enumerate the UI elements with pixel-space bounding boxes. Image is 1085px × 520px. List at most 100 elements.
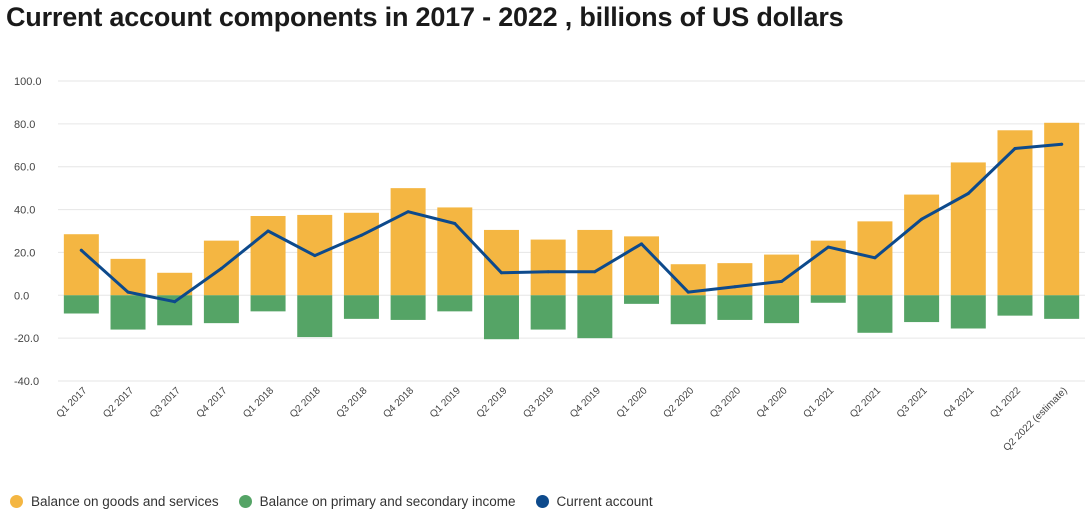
bar-primary-secondary-income: [250, 295, 286, 312]
bar-primary-secondary-income: [343, 295, 379, 319]
current-account-point: [359, 233, 363, 237]
bar-primary-secondary-income: [717, 295, 753, 320]
current-account-point: [966, 192, 970, 195]
bar-primary-secondary-income: [63, 295, 99, 314]
bar-primary-secondary-income: [810, 295, 846, 303]
bar-goods-services: [157, 272, 193, 296]
bar-goods-services: [717, 263, 753, 296]
x-tick-label: Q2 2017: [101, 385, 136, 420]
bar-goods-services: [577, 229, 613, 296]
bar-goods-services: [624, 236, 660, 296]
current-account-point: [826, 245, 830, 249]
bar-goods-services: [764, 254, 800, 296]
x-tick-label: Q1 2019: [428, 385, 463, 420]
y-tick-label: 80.0: [14, 119, 35, 131]
current-account-point: [873, 256, 877, 260]
x-tick-label: Q4 2018: [381, 385, 416, 420]
y-axis-tick-labels: 100.0 80.0 60.0 40.0 20.0 0.0 -20.0 -40.0: [14, 76, 42, 388]
bar-goods-services: [530, 239, 566, 296]
current-account-point: [219, 267, 223, 270]
bar-primary-secondary-income: [297, 295, 333, 338]
y-tick-label: 60.0: [14, 162, 35, 174]
current-account-point: [733, 285, 737, 289]
legend-swatch-income: [238, 495, 252, 508]
legend-swatch-goods-services: [10, 495, 23, 508]
bar-goods-services: [390, 188, 426, 296]
x-tick-label: Q4 2019: [568, 385, 603, 420]
legend-label-income: Balance on primary and secondary income: [259, 494, 516, 509]
x-tick-label: Q3 2021: [895, 385, 930, 420]
y-tick-label: -40.0: [14, 376, 39, 388]
chart-svg: 100.0 80.0 60.0 40.0 20.0 0.0 -20.0 -40.0 Q1 20…: [14, 76, 1085, 454]
bar-primary-secondary-income: [203, 295, 239, 324]
x-tick-label: Q4 2021: [942, 385, 977, 420]
legend-item-goods-services[interactable]: Balance on goods and services: [10, 494, 219, 509]
bar-goods-services: [343, 212, 379, 296]
current-account-point: [79, 248, 83, 252]
y-tick-label: -20.0: [14, 333, 39, 345]
bar-goods-services: [483, 229, 519, 296]
current-account-point: [593, 270, 597, 274]
current-account-line-layer: [79, 142, 1064, 304]
current-account-point: [406, 210, 410, 214]
current-account-point: [640, 242, 644, 246]
x-tick-label: Q1 2020: [615, 385, 650, 420]
current-account-point: [453, 222, 457, 225]
x-tick-label: Q3 2018: [335, 385, 370, 420]
bar-primary-secondary-income: [950, 295, 986, 329]
current-account-point: [780, 279, 784, 283]
x-tick-label: Q1 2018: [241, 385, 276, 420]
current-account-point: [920, 217, 924, 221]
current-account-point: [1060, 142, 1064, 146]
current-account-point: [266, 229, 270, 233]
x-tick-label: Q1 2017: [55, 385, 90, 420]
current-account-point: [1013, 147, 1017, 150]
bar-goods-services: [997, 130, 1033, 296]
x-tick-label: Q2 2021: [848, 385, 883, 420]
x-tick-label: Q1 2021: [801, 385, 836, 420]
current-account-line: [79, 142, 1064, 304]
y-tick-label: 20.0: [14, 247, 35, 259]
bar-goods-services: [250, 216, 286, 296]
bar-primary-secondary-income: [110, 295, 146, 330]
current-account-point: [686, 290, 690, 294]
legend: Balance on goods and services Balance on…: [10, 494, 673, 509]
bar-primary-secondary-income: [577, 295, 613, 339]
bar-goods-services: [904, 194, 940, 296]
y-tick-label: 40.0: [14, 205, 35, 217]
y-tick-label: 0.0: [14, 290, 29, 302]
legend-item-current-account[interactable]: Current account: [535, 494, 653, 509]
bar-goods-services: [950, 162, 986, 296]
bar-primary-secondary-income: [670, 295, 706, 325]
bar-primary-secondary-income: [904, 295, 940, 323]
x-tick-label: Q2 2018: [288, 385, 323, 420]
legend-label-goods-services: Balance on goods and services: [31, 494, 219, 509]
bar-primary-secondary-income: [764, 295, 800, 324]
legend-swatch-current-account: [535, 495, 549, 508]
x-tick-label: Q3 2017: [148, 385, 183, 420]
x-tick-label: Q1 2022: [988, 385, 1023, 420]
legend-item-income[interactable]: Balance on primary and secondary income: [238, 494, 516, 509]
bar-primary-secondary-income: [390, 295, 426, 320]
gridlines: [58, 80, 1085, 382]
legend-label-current-account: Current account: [556, 494, 653, 509]
x-tick-label: Q3 2020: [708, 385, 743, 420]
bar-primary-secondary-income: [857, 295, 893, 333]
bar-primary-secondary-income: [997, 295, 1033, 316]
bar-primary-secondary-income: [624, 295, 660, 304]
bar-primary-secondary-income: [1044, 295, 1080, 319]
x-tick-label: Q2 2019: [475, 385, 510, 420]
current-account-point: [499, 271, 503, 275]
bar-primary-secondary-income: [437, 295, 473, 312]
bars: [63, 122, 1080, 340]
x-tick-label: Q4 2017: [195, 385, 230, 420]
y-tick-label: 100.0: [14, 76, 42, 88]
current-account-point: [173, 300, 177, 304]
current-account-point: [546, 270, 550, 274]
bar-primary-secondary-income: [530, 295, 566, 330]
bar-goods-services: [110, 258, 146, 296]
x-axis-tick-labels: Q1 2017 Q2 2017 Q3 2017 Q4 2017 Q1 2018 Q2 20…: [55, 385, 1070, 454]
x-tick-label: Q3 2019: [521, 385, 556, 420]
current-account-point: [313, 254, 317, 258]
bar-primary-secondary-income: [483, 295, 519, 340]
